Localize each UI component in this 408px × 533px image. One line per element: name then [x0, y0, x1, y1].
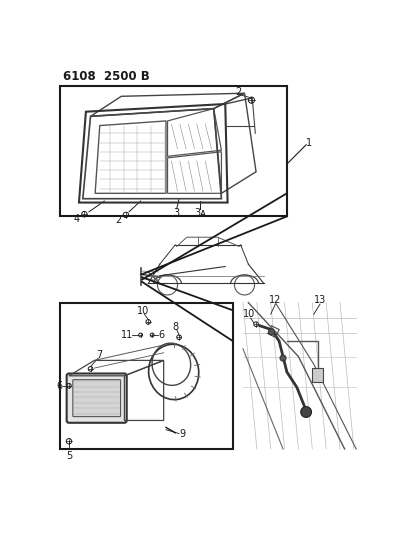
Circle shape — [301, 407, 312, 417]
Text: 2: 2 — [115, 215, 121, 225]
Bar — [60, 303, 233, 449]
Text: 8: 8 — [172, 321, 178, 332]
Text: 6: 6 — [57, 381, 63, 391]
Text: 6108  2500 B: 6108 2500 B — [63, 70, 150, 83]
Text: 1: 1 — [306, 138, 312, 148]
Text: 6: 6 — [158, 330, 164, 340]
Text: 11: 11 — [121, 330, 133, 340]
Text: 10: 10 — [137, 306, 149, 316]
Text: 13: 13 — [314, 295, 326, 305]
Text: 4: 4 — [73, 214, 80, 224]
Text: 10: 10 — [243, 309, 255, 319]
FancyBboxPatch shape — [67, 374, 127, 423]
Text: 12: 12 — [269, 295, 282, 305]
Text: 9: 9 — [180, 429, 186, 439]
Text: 3: 3 — [173, 207, 179, 217]
Text: 5: 5 — [66, 451, 72, 461]
Circle shape — [280, 355, 286, 361]
Text: 7: 7 — [97, 350, 103, 360]
FancyBboxPatch shape — [73, 379, 120, 417]
Text: 2: 2 — [235, 87, 242, 98]
Text: 3ᴀ: 3ᴀ — [194, 207, 206, 217]
Circle shape — [268, 329, 275, 335]
Bar — [60, 85, 287, 216]
Bar — [312, 368, 323, 382]
